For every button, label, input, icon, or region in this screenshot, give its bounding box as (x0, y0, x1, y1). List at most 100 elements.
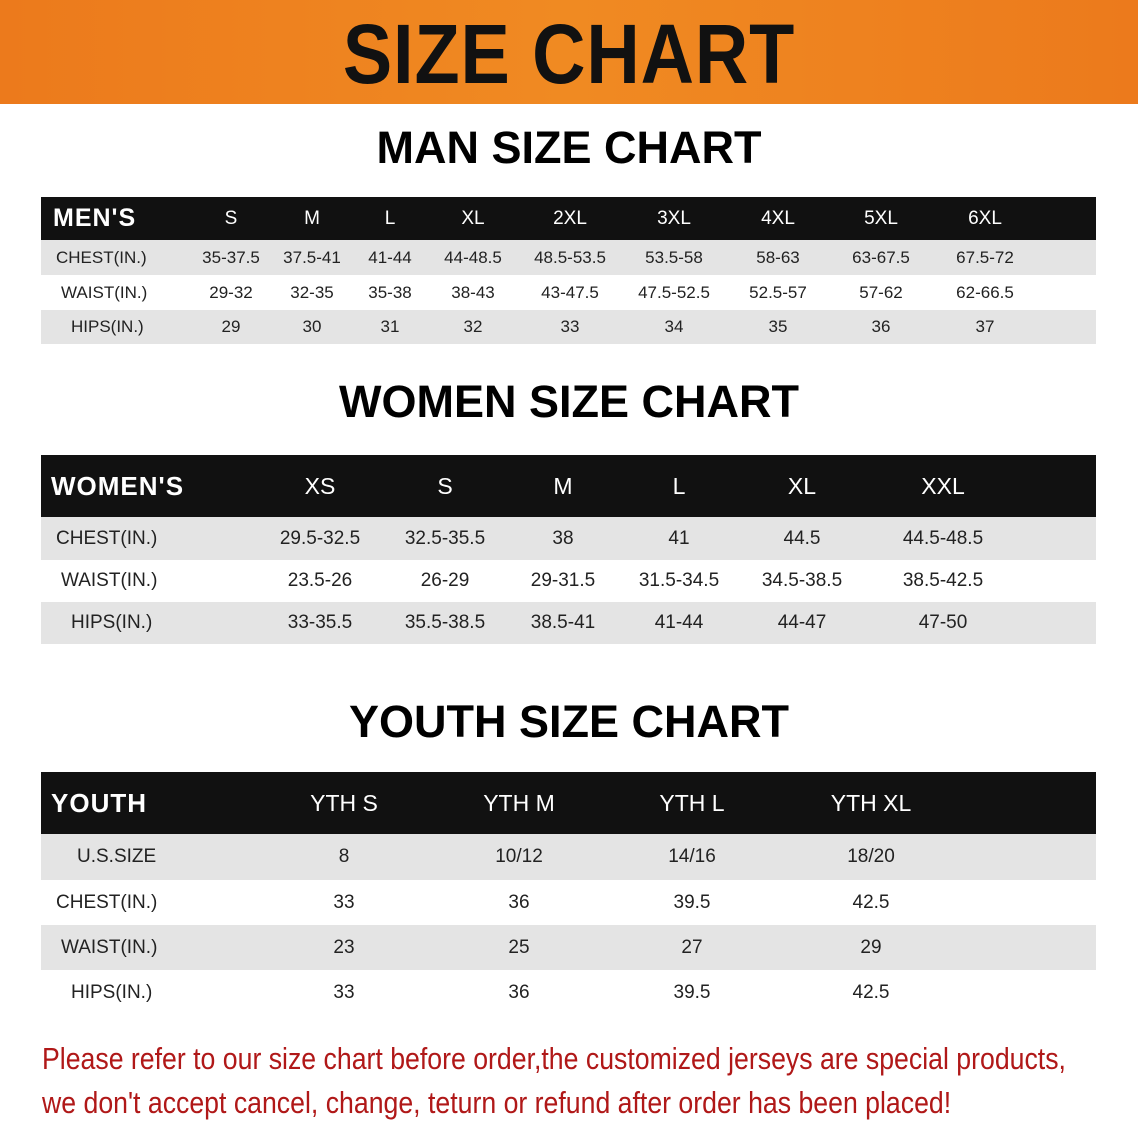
size-header-cell: XXL (921, 472, 965, 499)
table-cell: 35-37.5 (202, 247, 260, 267)
table-row: WAIST(IN.) 29-32 32-35 35-38 38-43 43-47.5 47.… (41, 275, 1096, 310)
men-section-title: MAN SIZE CHART (376, 122, 762, 173)
men-size-table: MEN'S S M L XL 2XL 3XL 4XL 5XL 6XL CHEST(IN.) 35-37… (41, 197, 1096, 345)
row-label: WAIST(IN.) (61, 570, 158, 591)
table-cell: 47-50 (918, 612, 968, 633)
banner-title: SIZE CHART (342, 7, 796, 101)
table-cell: 34.5-38.5 (761, 570, 843, 591)
row-label: U.S.SIZE (77, 846, 157, 867)
table-cell: 39.5 (673, 891, 711, 913)
row-label: WAIST(IN.) (61, 282, 148, 302)
table-header-row: MEN'S S M L XL 2XL 3XL 4XL 5XL 6XL (41, 197, 1096, 240)
size-header-cell: 4XL (761, 207, 795, 229)
table-cell: 29.5-32.5 (279, 527, 361, 549)
size-header-cell: M (553, 472, 573, 499)
banner: SIZE CHART (0, 0, 1138, 104)
table-cell: 29 (860, 936, 882, 958)
table-cell: 25 (508, 936, 530, 958)
disclaimer-line-1: Please refer to our size chart before or… (42, 1041, 1066, 1076)
table-cell: 38.5-42.5 (902, 570, 984, 591)
table-cell: 27 (681, 936, 703, 958)
table-row: CHEST(IN.) 33 36 39.5 42.5 (41, 880, 1096, 925)
size-header-cell: L (672, 472, 686, 499)
table-header-row: YOUTH YTH S YTH M YTH L YTH XL (41, 772, 1096, 834)
table-row: HIPS(IN.) 33 36 39.5 42.5 (41, 970, 1096, 1015)
table-row: HIPS(IN.) 33-35.5 35.5-38.5 38.5-41 41-44 44-… (41, 602, 1096, 644)
table-title-cell: MEN'S (53, 204, 137, 232)
table-row: U.S.SIZE 8 10/12 14/16 18/20 (41, 834, 1096, 880)
table-row: HIPS(IN.) 29 30 31 32 33 34 35 36 37 (41, 310, 1096, 344)
women-size-table: WOMEN'S XS S M L XL XXL CHEST(IN.) 29.5-32.5 32.5… (41, 455, 1096, 644)
table-cell: 29 (221, 317, 241, 336)
table-cell: 33 (333, 891, 355, 913)
disclaimer-line-2: we don't accept cancel, change, teturn o… (42, 1085, 952, 1120)
row-label: CHEST(IN.) (56, 891, 158, 913)
table-cell: 44.5 (783, 527, 821, 549)
table-cell: 29-31.5 (530, 570, 596, 591)
size-header-cell: YTH S (310, 789, 378, 816)
table-cell: 31.5-34.5 (638, 570, 720, 591)
table-header-row: WOMEN'S XS S M L XL XXL (41, 455, 1096, 517)
table-cell: 42.5 (852, 981, 890, 1003)
size-header-cell: YTH M (483, 789, 555, 816)
table-row: CHEST(IN.) 35-37.5 37.5-41 41-44 44-48.5 48.5… (41, 240, 1096, 275)
size-header-cell: 2XL (553, 207, 587, 229)
table-cell: 26-29 (420, 570, 470, 591)
table-cell: 34 (664, 317, 684, 336)
table-cell: 32-35 (290, 282, 334, 302)
youth-section-title: YOUTH SIZE CHART (348, 696, 789, 747)
table-cell: 37.5-41 (283, 247, 341, 267)
table-row: WAIST(IN.) 23.5-26 26-29 29-31.5 31.5-34.5 34… (41, 560, 1096, 602)
table-cell: 44-48.5 (444, 247, 502, 267)
women-section-title: WOMEN SIZE CHART (339, 376, 799, 427)
row-label: HIPS(IN.) (71, 612, 153, 633)
table-cell: 38.5-41 (530, 612, 596, 633)
table-cell: 10/12 (495, 846, 543, 867)
table-cell: 36 (508, 891, 530, 913)
size-header-cell: L (384, 207, 396, 229)
row-label: WAIST(IN.) (61, 936, 158, 958)
table-cell: 39.5 (673, 981, 711, 1003)
size-header-cell: S (437, 472, 453, 499)
table-cell: 38-43 (451, 282, 495, 302)
table-title-cell: YOUTH (51, 787, 147, 818)
table-cell: 47.5-52.5 (638, 282, 710, 302)
row-label: HIPS(IN.) (71, 317, 144, 336)
table-cell: 23 (333, 936, 355, 958)
table-cell: 32 (463, 317, 483, 336)
table-cell: 48.5-53.5 (534, 247, 606, 267)
table-cell: 36 (508, 981, 530, 1003)
table-cell: 37 (975, 317, 995, 336)
table-cell: 62-66.5 (956, 282, 1014, 302)
size-header-cell: XL (787, 472, 817, 499)
table-cell: 44-47 (777, 612, 827, 633)
size-header-cell: 3XL (657, 207, 691, 229)
table-cell: 53.5-58 (645, 247, 703, 267)
table-cell: 33 (560, 317, 580, 336)
table-cell: 58-63 (756, 247, 800, 267)
table-cell: 57-62 (859, 282, 903, 302)
table-cell: 14/16 (668, 846, 716, 867)
table-cell: 36 (871, 317, 891, 336)
table-cell: 41-44 (368, 247, 412, 267)
table-cell: 18/20 (847, 846, 895, 867)
youth-size-table: YOUTH YTH S YTH M YTH L YTH XL U.S.SIZE 8 10/12… (41, 772, 1096, 1015)
row-label: CHEST(IN.) (56, 527, 158, 549)
table-cell: 31 (380, 317, 400, 336)
table-row: WAIST(IN.) 23 25 27 29 (41, 925, 1096, 970)
table-title-cell: WOMEN'S (51, 470, 185, 501)
size-header-cell: M (304, 207, 320, 229)
table-cell: 32.5-35.5 (404, 527, 486, 549)
size-header-cell: YTH L (659, 789, 725, 816)
table-cell: 35.5-38.5 (404, 612, 486, 633)
table-cell: 52.5-57 (749, 282, 807, 302)
size-header-cell: S (224, 207, 238, 229)
table-cell: 43-47.5 (541, 282, 599, 302)
size-header-cell: XL (461, 207, 485, 229)
row-label: HIPS(IN.) (71, 981, 153, 1003)
table-cell: 23.5-26 (287, 570, 353, 591)
size-header-cell: 5XL (864, 207, 898, 229)
table-cell: 42.5 (852, 891, 890, 913)
table-cell: 35-38 (368, 282, 412, 302)
table-cell: 67.5-72 (956, 247, 1014, 267)
